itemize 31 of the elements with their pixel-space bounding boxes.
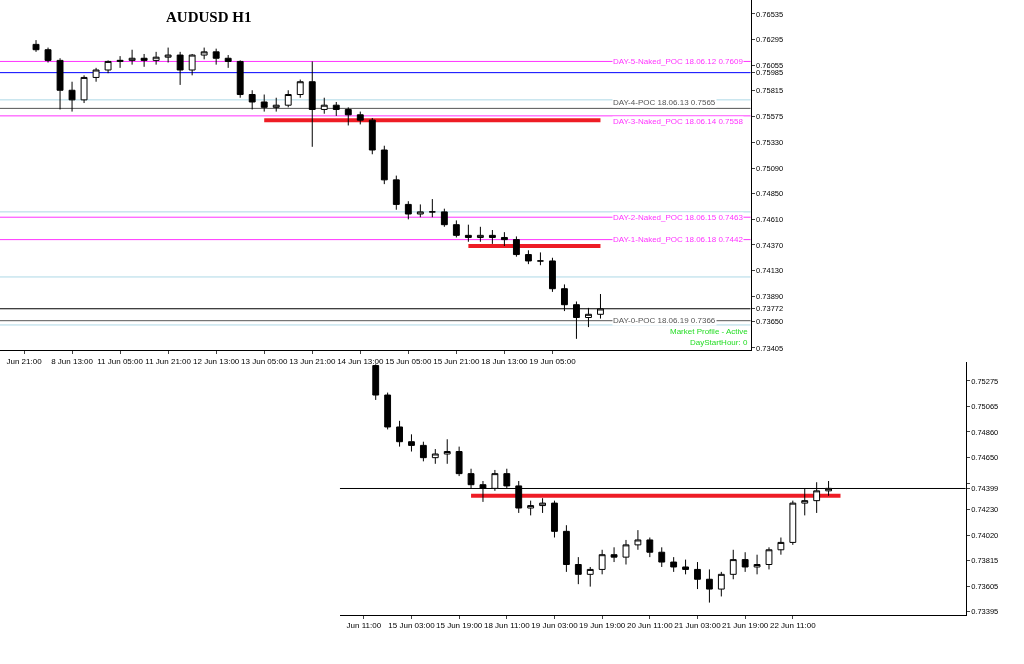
x-tick-label: 15 Jun 05:00	[385, 356, 432, 366]
ref-line-label: DAY-5-Naked_POC 18.06.12 0.7609	[613, 57, 744, 66]
x-tick-label: Jun 11:00	[346, 621, 382, 631]
x-tick-label: 11 Jun 05:00	[97, 356, 144, 366]
x-tick-label: 19 Jun 05:00	[529, 356, 577, 366]
x-tick-label: 13 Jun 21:00	[289, 356, 336, 366]
x-tick-label: 11 Jun 21:00	[145, 356, 192, 366]
x-tick-label: 12 Jun 13:00	[193, 356, 240, 366]
x-tick-label: 18 Jun 13:00	[481, 356, 529, 366]
x-tick-label: Jun 21:00	[6, 356, 43, 366]
x-tick-label: 19 Jun 03:00	[531, 621, 579, 631]
ref-line-label: DAY-2-Naked_POC 18.06.15 0.7463	[613, 213, 744, 222]
x-tick-label: 21 Jun 03:00	[674, 621, 722, 631]
x-tick-label: 8 Jun 13:00	[51, 356, 94, 366]
x-tick-label: 14 Jun 13:00	[337, 356, 384, 366]
x-tick-label: 22 Jun 11:00	[769, 621, 817, 631]
x-tick-label: 19 Jun 19:00	[579, 621, 626, 631]
x-tick-label: 20 Jun 11:00	[626, 621, 674, 631]
ref-line-label: DAY-1-Naked_POC 18.06.18 0.7442	[613, 235, 744, 244]
ref-line-label: DAY-4-POC 18.06.13 0.7565	[613, 98, 716, 107]
x-tick-label: 15 Jun 03:00	[388, 621, 436, 631]
x-tick-label: 15 Jun 19:00	[436, 621, 483, 631]
text: AUDUSD H1	[166, 9, 252, 25]
x-tick-label: 21 Jun 19:00	[722, 621, 769, 631]
ref-line-label: DAY-0-POC 18.06.19 0.7366	[613, 316, 716, 325]
ref-line-label: DAY-3-Naked_POC 18.06.14 0.7558	[613, 117, 744, 126]
annotation: DayStartHour: 0	[690, 338, 748, 347]
x-tick-label: 18 Jun 11:00	[483, 621, 531, 631]
x-tick-label: 13 Jun 05:00	[241, 356, 288, 366]
x-tick-label: 15 Jun 21:00	[433, 356, 481, 366]
annotation: Market Profile - Active	[670, 327, 749, 336]
